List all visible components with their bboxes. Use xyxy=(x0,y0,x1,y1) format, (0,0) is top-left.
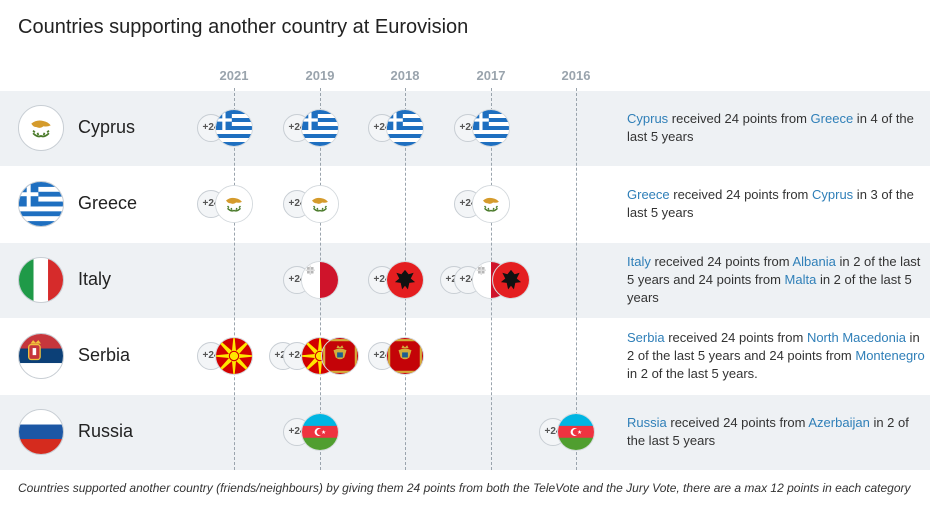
row-description: Italy received 24 points from Albania in… xyxy=(627,253,927,307)
year-gridline-2021 xyxy=(234,88,235,470)
row-russia xyxy=(0,395,930,470)
country-name: Serbia xyxy=(78,345,131,365)
received-marker-serbia-2018: +24 xyxy=(368,337,424,375)
greece-flag-icon xyxy=(18,181,64,227)
country-highlight: Azerbaijan xyxy=(808,415,870,430)
country-highlight: Albania xyxy=(792,254,836,269)
row-description: Cyprus received 24 points from Greece in… xyxy=(627,110,927,146)
montenegro-flag-icon xyxy=(386,337,424,375)
description-text: in 2 of the last 5 years and 24 points f… xyxy=(627,330,920,363)
country-name: Italy xyxy=(78,269,112,289)
description-text: in 2 of the last 5 years. xyxy=(627,366,758,381)
year-label-2021: 2021 xyxy=(219,68,249,83)
received-marker-greece-2017: +24 xyxy=(454,185,510,223)
cyprus-flag-icon xyxy=(18,105,64,151)
received-marker-cyprus-2018: +24 xyxy=(368,109,424,147)
row-description: Russia received 24 points from Azerbaija… xyxy=(627,414,927,450)
country-name: Cyprus xyxy=(78,117,136,137)
description-text: in 4 of the last 5 years xyxy=(627,111,914,144)
received-marker-cyprus-2021: +24 xyxy=(197,109,253,147)
country-highlight: Greece xyxy=(810,111,854,126)
country-highlight: Cyprus xyxy=(812,187,854,202)
description-text: in 2 of the last 5 years xyxy=(627,272,912,305)
description-text: received 24 points from xyxy=(666,415,809,430)
azerbaijan-flag-icon xyxy=(301,413,339,451)
year-label-2018: 2018 xyxy=(390,68,420,83)
description-text: received 24 points from xyxy=(668,111,811,126)
chart-caption: Countries supported another country (fri… xyxy=(18,481,911,495)
greece-flag-icon xyxy=(472,109,510,147)
year-label-2016: 2016 xyxy=(561,68,591,83)
cyprus-flag-icon xyxy=(301,185,339,223)
description-text: in 2 of the last 5 years and 24 points f… xyxy=(627,254,921,287)
description-text: received 24 points from xyxy=(664,330,807,345)
montenegro-flag-icon xyxy=(321,337,359,375)
country-name: Russia xyxy=(78,421,134,441)
chart-title: Countries supporting another country at … xyxy=(18,16,469,38)
received-marker-greece-2019: +24 xyxy=(283,185,339,223)
russia-flag-icon xyxy=(18,409,64,455)
country-name: Greece xyxy=(78,193,138,213)
year-gridline-2016 xyxy=(576,88,577,470)
cyprus-flag-icon xyxy=(472,185,510,223)
row-description: Serbia received 24 points from North Mac… xyxy=(627,329,927,383)
year-label-2017: 2017 xyxy=(476,68,506,83)
received-marker-italy-2018: +24 xyxy=(368,261,424,299)
description-text: received 24 points from xyxy=(669,187,812,202)
north-macedonia-flag-icon xyxy=(215,337,253,375)
country-highlight: Cyprus xyxy=(627,111,669,126)
year-label-2019: 2019 xyxy=(305,68,335,83)
country-highlight: Greece xyxy=(627,187,670,202)
received-marker-serbia-2019: +24+24 xyxy=(269,337,359,375)
country-highlight: Italy xyxy=(627,254,651,269)
received-marker-serbia-2021: +24 xyxy=(197,337,253,375)
serbia-flag-icon xyxy=(18,333,64,379)
received-marker-italy-2019: +24 xyxy=(283,261,339,299)
greece-flag-icon xyxy=(301,109,339,147)
greece-flag-icon xyxy=(215,109,253,147)
country-highlight: Montenegro xyxy=(855,348,925,363)
description-text: received 24 points from xyxy=(650,254,793,269)
albania-flag-icon xyxy=(386,261,424,299)
received-marker-greece-2021: +24 xyxy=(197,185,253,223)
azerbaijan-flag-icon xyxy=(557,413,595,451)
italy-flag-icon xyxy=(18,257,64,303)
cyprus-flag-icon xyxy=(215,185,253,223)
row-description: Greece received 24 points from Cyprus in… xyxy=(627,186,927,222)
greece-flag-icon xyxy=(386,109,424,147)
received-marker-russia-2019: +24 xyxy=(283,413,339,451)
description-text: in 2 of the last 5 years xyxy=(627,415,909,448)
country-highlight: Malta xyxy=(784,272,817,287)
albania-flag-icon xyxy=(492,261,530,299)
country-highlight: Serbia xyxy=(627,330,665,345)
description-text: in 3 of the last 5 years xyxy=(627,187,914,220)
malta-flag-icon xyxy=(301,261,339,299)
country-highlight: Russia xyxy=(627,415,667,430)
received-marker-cyprus-2019: +24 xyxy=(283,109,339,147)
received-marker-italy-2017: +24+24 xyxy=(440,261,530,299)
received-marker-cyprus-2017: +24 xyxy=(454,109,510,147)
country-highlight: North Macedonia xyxy=(806,330,906,345)
received-marker-russia-2016: +24 xyxy=(539,413,595,451)
